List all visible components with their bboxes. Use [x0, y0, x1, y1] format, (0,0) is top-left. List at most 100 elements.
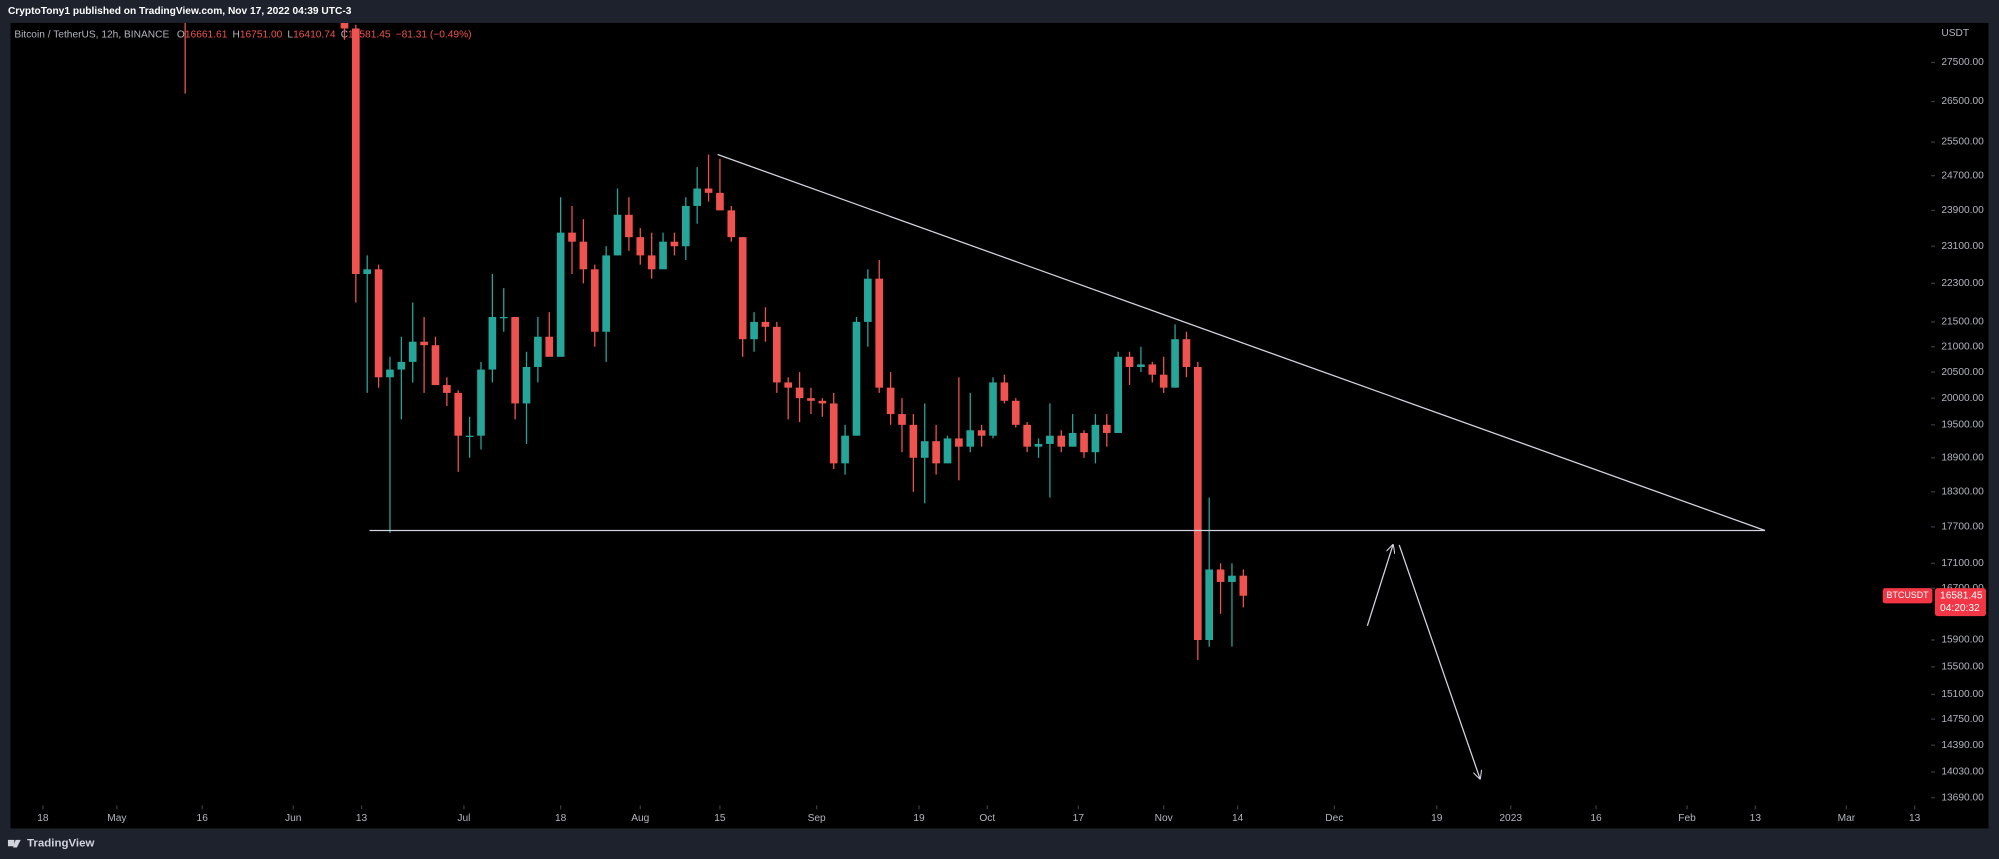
candle-body: [352, 28, 360, 274]
candle-body: [898, 414, 906, 425]
drawing-arrow: [1366, 545, 1393, 627]
logo-mark: [7, 839, 15, 847]
change: −81.31 (−0.49%): [396, 29, 472, 40]
footer-logo: TradingView: [7, 838, 94, 850]
x-tick-label: 2023: [1499, 813, 1522, 824]
candle-body: [932, 441, 940, 464]
y-tick-label: 19500.00: [1941, 420, 1984, 431]
y-tick-label: 15500.00: [1941, 662, 1984, 673]
candle-body: [522, 366, 531, 404]
y-tick-label: 18900.00: [1941, 452, 1984, 463]
x-tick-label: Oct: [979, 813, 995, 824]
symbol: Bitcoin / TetherUS, 12h, BINANCE: [14, 29, 169, 40]
x-tick-label: 13: [1909, 813, 1921, 824]
y-tick-label: 20500.00: [1941, 367, 1984, 378]
price-tag: [1934, 588, 1986, 617]
x-tick-label: 16: [197, 813, 209, 824]
y-tick-label: 27500.00: [1941, 57, 1984, 68]
candle-body: [977, 430, 986, 436]
candle-body: [864, 278, 872, 322]
candle-body: [488, 317, 497, 370]
candle-body: [1182, 339, 1191, 367]
candle-body: [613, 214, 622, 256]
y-tick-label: 17700.00: [1941, 522, 1984, 533]
x-tick-label: 15: [714, 813, 726, 824]
x-tick-label: Jul: [457, 813, 470, 824]
y-tick-label: 14030.00: [1941, 767, 1984, 778]
candle-body: [1205, 569, 1214, 640]
ohlc-label: O: [177, 29, 185, 40]
x-tick-label: 18: [555, 813, 567, 824]
ohlc-value: 16410.74: [293, 29, 336, 40]
candle-body: [454, 392, 463, 436]
symbol-tag: [1882, 588, 1933, 604]
y-tick-label: 17100.00: [1941, 558, 1984, 569]
x-tick-label: Nov: [1155, 813, 1174, 824]
ohlc-value: 16581.45: [348, 29, 391, 40]
candle-body: [408, 341, 417, 362]
candle-body: [852, 321, 861, 436]
price-tag-countdown: 04:20:32: [1940, 603, 1980, 614]
candle-body: [750, 321, 758, 340]
x-tick-label: 13: [356, 813, 368, 824]
candle-body: [784, 382, 793, 388]
candle-body: [374, 269, 383, 378]
candle-body: [738, 237, 747, 340]
candle-body: [1137, 364, 1145, 367]
candle-body: [420, 341, 428, 346]
candle-body: [704, 188, 713, 193]
candle-body: [568, 232, 576, 242]
drawing-line: [717, 153, 1766, 532]
candle-body: [920, 441, 929, 458]
x-tick-label: 19: [1431, 813, 1443, 824]
candle-body: [1068, 432, 1077, 447]
candle-body: [465, 435, 474, 437]
y-tick-label: 25500.00: [1941, 137, 1984, 148]
x-tick-label: May: [107, 813, 127, 824]
price-axis: 27500.00 26500.00 25500.00 24700.00 23900.00…: [1931, 57, 1984, 803]
y-tick-label: 21000.00: [1941, 341, 1984, 352]
candle-body: [818, 400, 827, 404]
candle-body: [545, 336, 554, 357]
y-tick-label: 20000.00: [1941, 393, 1984, 404]
x-tick-label: 14: [1232, 813, 1244, 824]
candle-body: [431, 345, 440, 386]
candle-body: [966, 430, 975, 447]
candle-body: [875, 278, 884, 388]
ohlc-label: H: [232, 29, 239, 40]
plot-area: [184, 22, 1766, 779]
candle-body: [1114, 356, 1122, 433]
price-tag-value: 16581.45: [1940, 590, 1983, 601]
candle-body: [943, 438, 952, 464]
candle-body: [829, 403, 838, 464]
candle-body: [773, 326, 781, 383]
candle-body: [1091, 424, 1100, 453]
y-tick-label: 14390.00: [1941, 740, 1984, 751]
candle-body: [1159, 374, 1168, 388]
drawing-arrow: [1398, 544, 1480, 779]
candle-body: [909, 424, 918, 458]
candle-body: [1000, 382, 1009, 401]
candle-body: [807, 398, 815, 401]
candle-body: [761, 321, 770, 327]
candle-body: [841, 435, 849, 464]
candle-body: [1228, 575, 1236, 582]
candle-body: [590, 269, 599, 332]
candle-body: [727, 210, 736, 238]
x-tick-label: Aug: [631, 813, 649, 824]
x-tick-label: 16: [1590, 813, 1602, 824]
candle-body: [1034, 443, 1043, 447]
chart-pane: [10, 22, 1989, 829]
x-tick-label: Feb: [1678, 813, 1696, 824]
y-tick-label: 23900.00: [1941, 205, 1984, 216]
x-tick-label: Dec: [1325, 813, 1343, 824]
candle-body: [1080, 432, 1088, 453]
symbol-tag-text: BTCUSDT: [1887, 590, 1930, 600]
x-tick-label: 19: [913, 813, 925, 824]
candle-body: [1023, 424, 1031, 447]
y-tick-label: 21500.00: [1941, 317, 1984, 328]
publisher-line: CryptoTony1 published on TradingView.com…: [8, 6, 352, 17]
y-tick-label: 13690.00: [1941, 792, 1984, 803]
candle-body: [340, 22, 349, 29]
logo-mark: [13, 839, 21, 848]
